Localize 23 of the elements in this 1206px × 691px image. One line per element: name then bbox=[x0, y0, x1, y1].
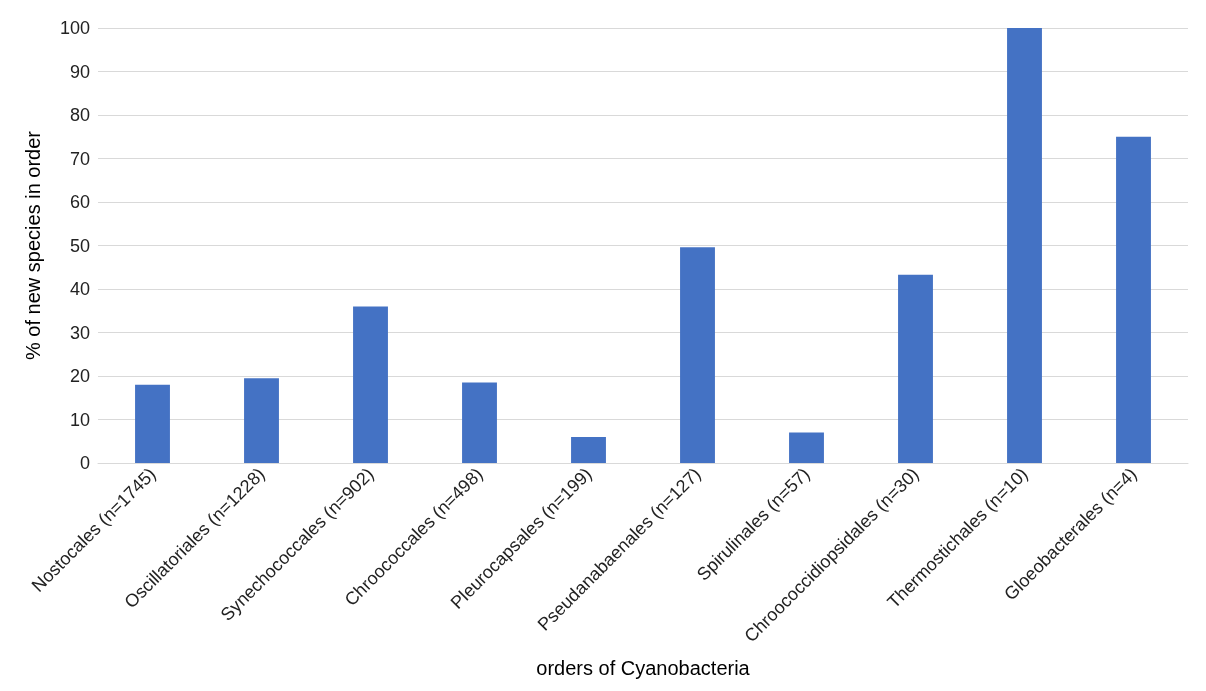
y-tick-label: 10 bbox=[69, 409, 90, 430]
bar bbox=[1007, 28, 1042, 463]
y-tick-label: 100 bbox=[59, 18, 90, 38]
bar bbox=[571, 436, 606, 463]
y-tick-label: 0 bbox=[79, 453, 90, 473]
bar bbox=[462, 382, 497, 463]
x-axis-title: orders of Cyanobacteria bbox=[536, 657, 751, 679]
y-tick-label: 40 bbox=[69, 279, 90, 299]
bar bbox=[135, 384, 170, 463]
y-tick-label: 30 bbox=[69, 322, 90, 343]
bar bbox=[244, 378, 279, 463]
bar bbox=[680, 247, 715, 463]
bar bbox=[1116, 136, 1151, 463]
y-tick-label: 20 bbox=[69, 366, 90, 386]
bar bbox=[898, 274, 933, 463]
bar bbox=[789, 432, 824, 463]
y-tick-label: 90 bbox=[69, 61, 90, 82]
y-tick-label: 80 bbox=[69, 105, 90, 125]
y-tick-label: 50 bbox=[69, 235, 90, 256]
y-tick-label: 60 bbox=[69, 192, 90, 212]
y-tick-label: 70 bbox=[69, 148, 90, 169]
bar bbox=[353, 306, 388, 463]
y-axis-title: % of new species in order bbox=[22, 130, 44, 361]
